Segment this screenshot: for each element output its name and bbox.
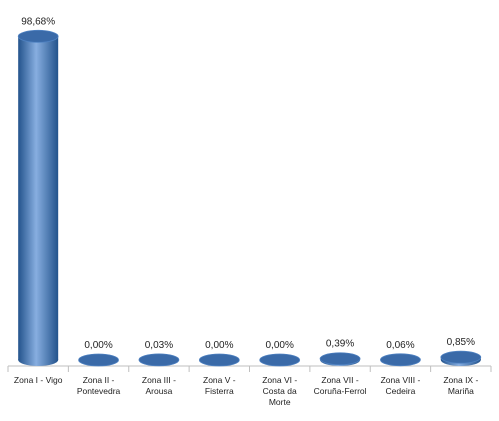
x-axis-ticks [7, 366, 492, 372]
bar-top [17, 29, 59, 43]
bar-body [18, 36, 59, 361]
bar [17, 29, 59, 366]
category-labels: Zona I - Vigo Zona II -Pontevedra Zona III… [14, 375, 479, 407]
bar-top [380, 353, 421, 367]
bar [138, 353, 180, 367]
bar-top [78, 353, 119, 367]
data-label: 98,68% [21, 16, 55, 27]
data-label: 0,00% [266, 340, 294, 351]
category-label: Zona IX -Mariña [443, 375, 478, 396]
data-label: 0,03% [145, 340, 173, 351]
data-label: 0,00% [205, 340, 233, 351]
category-label: Zona II -Pontevedra [77, 375, 121, 396]
bar [319, 352, 361, 366]
bar [198, 353, 240, 367]
bar-top [259, 353, 301, 367]
bar-top [138, 353, 180, 367]
bars [17, 29, 482, 367]
bar [78, 353, 119, 367]
category-label: Zona VI -Costa da Morte [262, 375, 297, 407]
bar-top [198, 353, 240, 367]
bar [259, 353, 301, 367]
bar [380, 353, 421, 367]
data-label: 0,00% [84, 340, 112, 351]
category-label: Zona I - Vigo [14, 375, 63, 385]
data-labels: 98,68% 0,00% 0,03% 0,00% 0,00% 0,39% 0,06% 0,85… [21, 16, 475, 351]
category-label: Zona III -Arousa [142, 375, 176, 396]
bar-top [440, 350, 482, 364]
bar-top [319, 352, 361, 366]
category-label: Zona V -Fisterra [203, 375, 236, 396]
category-label: Zona VIII -Cedeira [381, 375, 421, 396]
category-label: Zona VII -Coruña-Ferrol [314, 375, 367, 396]
data-label: 0,06% [386, 340, 414, 351]
data-label: 0,39% [326, 339, 354, 350]
bar [440, 350, 482, 366]
data-label: 0,85% [447, 337, 475, 348]
